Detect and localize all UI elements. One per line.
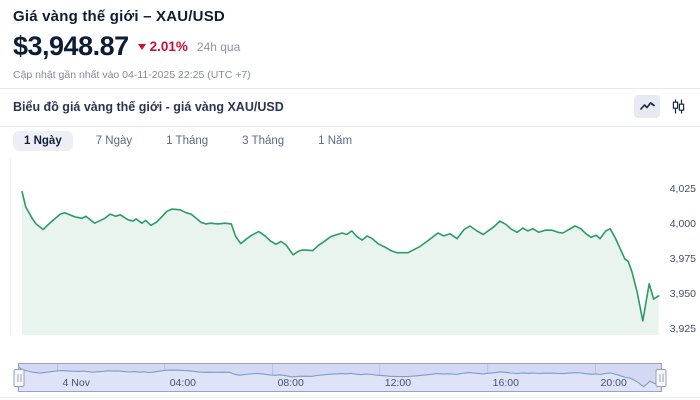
tab-3-months[interactable]: 3 Tháng (242, 135, 285, 147)
x-axis-label: 4 Nov (62, 377, 90, 389)
y-axis-label: 3,950 (669, 288, 696, 301)
divider (0, 126, 700, 127)
tab-1-month[interactable]: 1 Tháng (166, 135, 209, 147)
x-axis-label: 16:00 (492, 377, 519, 389)
tab-1-year[interactable]: 1 Năm (318, 135, 353, 147)
y-axis-label: 3,925 (669, 323, 696, 336)
navigator-mini-chart (19, 364, 660, 391)
tab-1-day[interactable]: 1 Ngày (13, 131, 73, 151)
price-change-value: 2.01% (149, 39, 188, 54)
price-area-chart[interactable] (0, 155, 700, 341)
current-price: $3,948.87 (13, 31, 129, 61)
y-axis-label: 3,975 (669, 253, 696, 266)
tab-7-days[interactable]: 7 Ngày (95, 135, 133, 147)
range-navigator[interactable]: 4 Nov 04:00 08:00 12:00 16:00 20:00 (13, 363, 667, 392)
candlestick-chart-icon[interactable] (665, 95, 691, 118)
x-axis-label: 20:00 (600, 377, 627, 389)
price-row: $3,948.87 2.01% 24h qua (13, 31, 240, 62)
navigator-right-handle[interactable] (655, 368, 667, 387)
arrow-down-icon (137, 43, 146, 50)
chart-type-toggle (634, 95, 691, 118)
y-axis-label: 4,000 (669, 217, 696, 230)
chart-panel-title: Biểu đồ giá vàng thế giới - giá vàng XAU… (13, 100, 284, 114)
x-axis-label: 12:00 (384, 377, 412, 389)
x-axis-label: 08:00 (277, 377, 304, 389)
x-axis-label: 04:00 (169, 377, 196, 389)
navigator-left-handle[interactable] (13, 368, 25, 387)
divider (0, 397, 700, 398)
last-updated-text: Cập nhật gần nhất vào 04-11-2025 22:25 (… (13, 69, 251, 81)
line-chart-icon[interactable] (634, 95, 660, 118)
plot-left-border (10, 158, 11, 335)
y-axis-label: 4,025 (669, 182, 696, 195)
page-title: Giá vàng thế giới – XAU/USD (13, 8, 225, 25)
change-period-label: 24h qua (196, 39, 241, 54)
divider (0, 88, 700, 89)
range-tabs: 1 Ngày 7 Ngày 1 Tháng 3 Tháng 1 Năm (13, 131, 363, 151)
price-change: 2.01% (137, 39, 188, 54)
